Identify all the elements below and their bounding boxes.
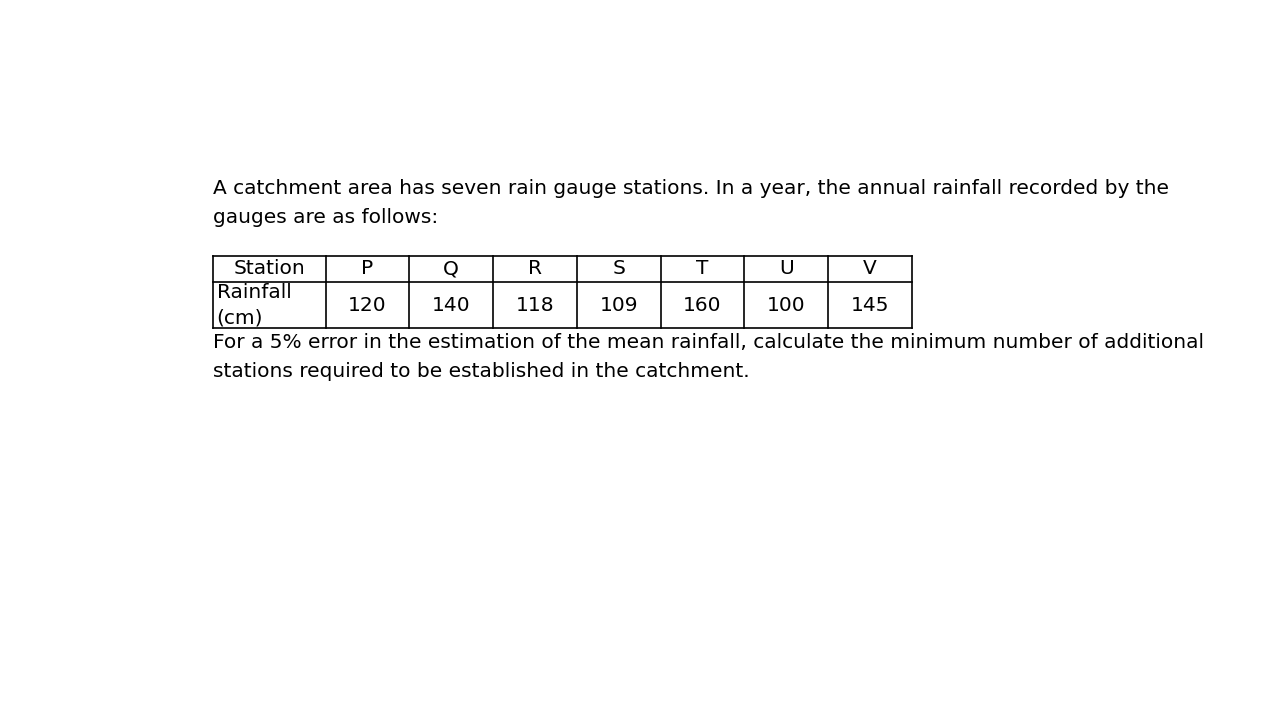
Text: U: U <box>778 259 794 279</box>
Text: R: R <box>529 259 541 279</box>
Text: P: P <box>361 259 374 279</box>
Text: Q: Q <box>443 259 460 279</box>
Text: V: V <box>863 259 877 279</box>
Text: 160: 160 <box>684 296 722 315</box>
Text: S: S <box>612 259 625 279</box>
Text: Rainfall
(cm): Rainfall (cm) <box>216 283 292 327</box>
Text: Station: Station <box>233 259 305 279</box>
Text: 145: 145 <box>851 296 890 315</box>
Text: T: T <box>696 259 709 279</box>
Text: For a 5% error in the estimation of the mean rainfall, calculate the minimum num: For a 5% error in the estimation of the … <box>212 333 1203 381</box>
Text: A catchment area has seven rain gauge stations. In a year, the annual rainfall r: A catchment area has seven rain gauge st… <box>212 179 1169 227</box>
Text: 140: 140 <box>431 296 471 315</box>
Text: 109: 109 <box>599 296 637 315</box>
Text: 118: 118 <box>516 296 554 315</box>
Text: 100: 100 <box>767 296 805 315</box>
Text: 120: 120 <box>348 296 387 315</box>
